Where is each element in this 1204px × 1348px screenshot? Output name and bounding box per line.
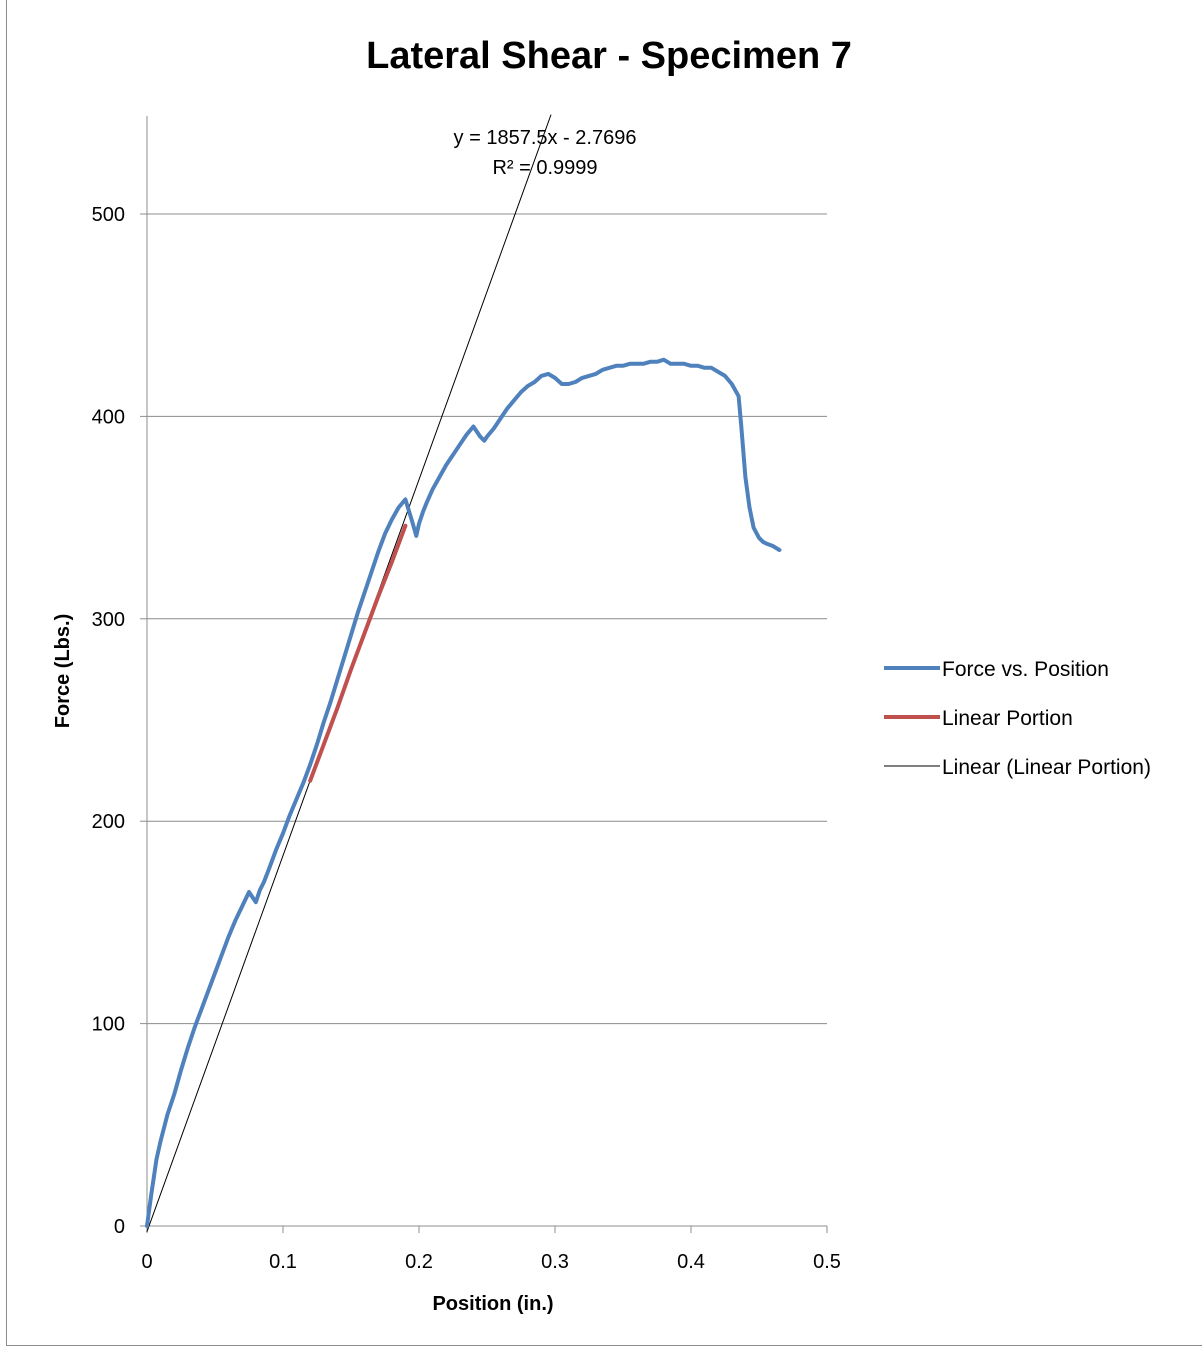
legend-label: Force vs. Position [942, 658, 1109, 681]
x-tick-label: 0 [141, 1251, 152, 1273]
series-line-0 [145, 357, 782, 1228]
chart-title: Lateral Shear - Specimen 7 [366, 35, 852, 77]
y-axis-title: Force (Lbs.) [52, 614, 74, 728]
y-tick-label: 0 [114, 1216, 125, 1238]
legend-label: Linear (Linear Portion) [942, 756, 1151, 779]
x-tick-label: 0.2 [405, 1251, 433, 1273]
chart-frame: Lateral Shear - Specimen 7 0 100 200 300 400… [6, 0, 1202, 1346]
y-tick-label: 200 [92, 811, 125, 833]
trendline-equation: y = 1857.5x - 2.7696 [454, 127, 637, 149]
axes [140, 116, 828, 1233]
x-axis-title: Position (in.) [432, 1293, 553, 1315]
y-tick-label: 300 [92, 609, 125, 631]
trendline-r-squared: R² = 0.9999 [492, 157, 597, 179]
chart-svg: Lateral Shear - Specimen 7 0 100 200 300 400… [52, 35, 1151, 1315]
series-line-1 [308, 523, 408, 783]
legend-label: Linear Portion [942, 707, 1073, 730]
series-layer [145, 114, 782, 1233]
y-tick-label: 400 [92, 406, 125, 428]
x-tick-label: 0.4 [677, 1251, 705, 1273]
x-tick-label: 0.1 [269, 1251, 297, 1273]
legend: Force vs. Position Linear Portion Linear (… [884, 658, 1151, 779]
gridlines [147, 213, 827, 1025]
tick-labels: 0 100 200 300 400 500 0 0.1 0.2 0.3 0.4 0.5 [92, 204, 841, 1273]
y-tick-label: 500 [92, 204, 125, 226]
x-tick-label: 0.3 [541, 1251, 569, 1273]
y-tick-label: 100 [92, 1014, 125, 1036]
x-tick-label: 0.5 [813, 1251, 841, 1273]
